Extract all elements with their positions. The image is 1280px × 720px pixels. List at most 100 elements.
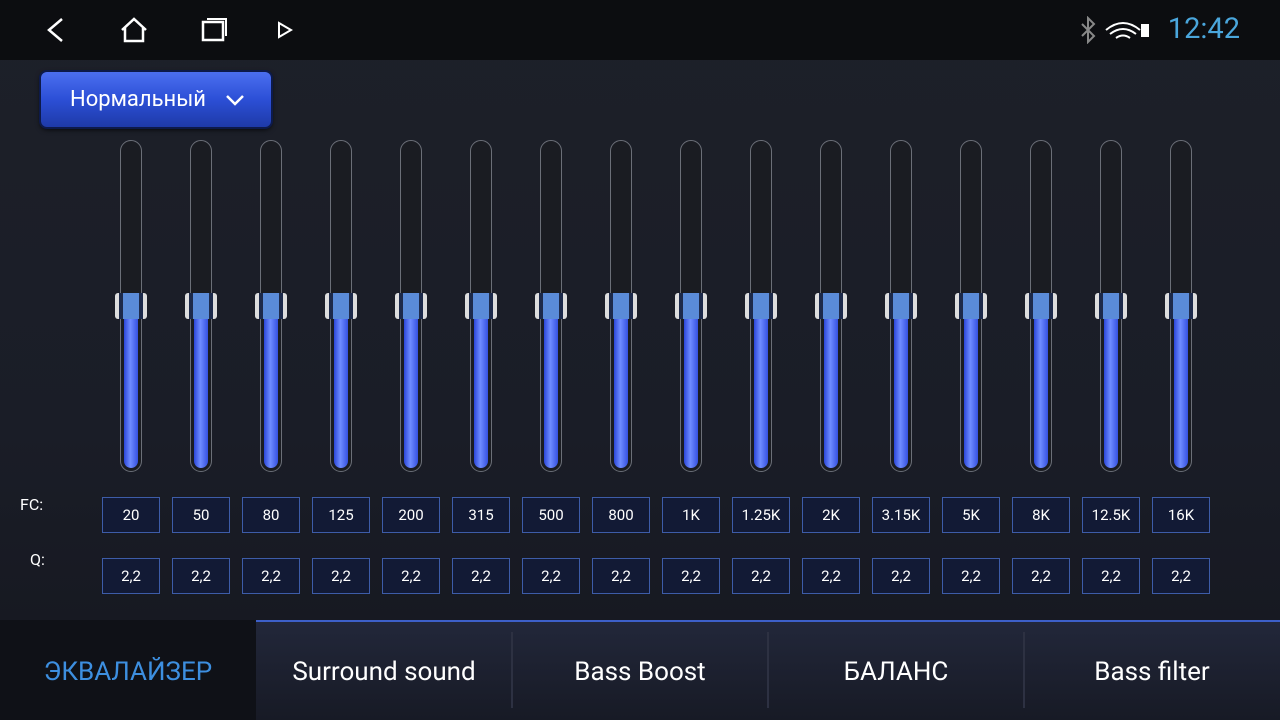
slider-track[interactable] bbox=[675, 140, 707, 472]
preset-dropdown[interactable]: Нормальный bbox=[41, 72, 271, 127]
fc-value[interactable]: 2K bbox=[802, 497, 860, 533]
slider-track[interactable] bbox=[255, 140, 287, 472]
slider-fill bbox=[1104, 306, 1118, 468]
slider-knob[interactable] bbox=[885, 293, 917, 319]
slider-knob[interactable] bbox=[1095, 293, 1127, 319]
slider-knob[interactable] bbox=[675, 293, 707, 319]
slider-knob[interactable] bbox=[465, 293, 497, 319]
fc-value[interactable]: 5K bbox=[942, 497, 1000, 533]
fc-value[interactable]: 20 bbox=[102, 497, 160, 533]
slider-knob[interactable] bbox=[1025, 293, 1057, 319]
fc-value[interactable]: 125 bbox=[312, 497, 370, 533]
tab-divider bbox=[767, 632, 769, 708]
app-icon[interactable] bbox=[278, 21, 293, 39]
q-value[interactable]: 2,2 bbox=[102, 558, 160, 594]
slider-fill bbox=[1034, 306, 1048, 468]
fc-value[interactable]: 200 bbox=[382, 497, 440, 533]
slider-fill bbox=[404, 306, 418, 468]
q-value[interactable]: 2,2 bbox=[172, 558, 230, 594]
slider-fill bbox=[474, 306, 488, 468]
slider-fill bbox=[754, 306, 768, 468]
q-value[interactable]: 2,2 bbox=[522, 558, 580, 594]
fc-value[interactable]: 1.25K bbox=[732, 497, 790, 533]
preset-label: Нормальный bbox=[70, 87, 207, 112]
fc-value[interactable]: 80 bbox=[242, 497, 300, 533]
recents-icon[interactable] bbox=[201, 20, 225, 42]
slider-knob[interactable] bbox=[815, 293, 847, 319]
q-value[interactable]: 2,2 bbox=[802, 558, 860, 594]
slider-track[interactable] bbox=[115, 140, 147, 472]
fc-value[interactable]: 1K bbox=[662, 497, 720, 533]
fc-value[interactable]: 500 bbox=[522, 497, 580, 533]
status-bar: 12:42 bbox=[0, 0, 1280, 60]
slider-knob[interactable] bbox=[955, 293, 987, 319]
q-value[interactable]: 2,2 bbox=[872, 558, 930, 594]
slider-track[interactable] bbox=[185, 140, 217, 472]
slider-knob[interactable] bbox=[255, 293, 287, 319]
fc-value[interactable]: 315 bbox=[452, 497, 510, 533]
q-value[interactable]: 2,2 bbox=[452, 558, 510, 594]
slider-fill bbox=[894, 306, 908, 468]
clock: 12:42 bbox=[1167, 12, 1240, 46]
slider-fill bbox=[334, 306, 348, 468]
home-icon[interactable] bbox=[121, 17, 147, 43]
slider-knob[interactable] bbox=[325, 293, 357, 319]
slider-fill bbox=[614, 306, 628, 468]
slider-fill bbox=[964, 306, 978, 468]
slider-track[interactable] bbox=[535, 140, 567, 472]
slider-fill bbox=[264, 306, 278, 468]
q-value[interactable]: 2,2 bbox=[312, 558, 370, 594]
slider-fill bbox=[1174, 306, 1188, 468]
fc-value[interactable]: 16K bbox=[1152, 497, 1210, 533]
q-value[interactable]: 2,2 bbox=[382, 558, 440, 594]
fc-value[interactable]: 8K bbox=[1012, 497, 1070, 533]
slider-fill bbox=[684, 306, 698, 468]
tab[interactable]: Surround sound bbox=[256, 620, 512, 720]
fc-value[interactable]: 12.5K bbox=[1082, 497, 1140, 533]
q-value[interactable]: 2,2 bbox=[732, 558, 790, 594]
tab-divider bbox=[511, 632, 513, 708]
slider-track[interactable] bbox=[325, 140, 357, 472]
tab[interactable]: БАЛАНС bbox=[768, 620, 1024, 720]
tab[interactable]: ЭКВАЛАЙЗЕР bbox=[0, 620, 256, 720]
tab[interactable]: Bass filter bbox=[1024, 620, 1280, 720]
q-value[interactable]: 2,2 bbox=[942, 558, 1000, 594]
slider-track[interactable] bbox=[1095, 140, 1127, 472]
tab[interactable]: Bass Boost bbox=[512, 620, 768, 720]
slider-track[interactable] bbox=[1165, 140, 1197, 472]
slider-knob[interactable] bbox=[1165, 293, 1197, 319]
slider-knob[interactable] bbox=[745, 293, 777, 319]
fc-value[interactable]: 50 bbox=[172, 497, 230, 533]
slider-fill bbox=[194, 306, 208, 468]
slider-track[interactable] bbox=[745, 140, 777, 472]
slider-knob[interactable] bbox=[115, 293, 147, 319]
q-label: Q: bbox=[30, 550, 45, 569]
slider-knob[interactable] bbox=[395, 293, 427, 319]
q-value[interactable]: 2,2 bbox=[242, 558, 300, 594]
back-icon[interactable] bbox=[47, 18, 63, 42]
chevron bbox=[225, 72, 245, 148]
slider-track[interactable] bbox=[885, 140, 917, 472]
fc-value[interactable]: 3.15K bbox=[872, 497, 930, 533]
slider-knob[interactable] bbox=[605, 293, 637, 319]
q-value[interactable]: 2,2 bbox=[592, 558, 650, 594]
fc-label: FC: bbox=[20, 495, 44, 514]
slider-track[interactable] bbox=[605, 140, 637, 472]
tab-bar: ЭКВАЛАЙЗЕР Surround sound Bass Boost БАЛАНС… bbox=[0, 620, 1280, 720]
slider-knob[interactable] bbox=[185, 293, 217, 319]
slider-track[interactable] bbox=[465, 140, 497, 472]
q-value[interactable]: 2,2 bbox=[662, 558, 720, 594]
status-icons bbox=[1081, 16, 1149, 44]
slider-track[interactable] bbox=[395, 140, 427, 472]
fc-value[interactable]: 800 bbox=[592, 497, 650, 533]
q-value[interactable]: 2,2 bbox=[1012, 558, 1070, 594]
slider-knob[interactable] bbox=[535, 293, 567, 319]
tab-divider bbox=[1023, 632, 1025, 708]
slider-fill bbox=[544, 306, 558, 468]
slider-track[interactable] bbox=[815, 140, 847, 472]
slider-track[interactable] bbox=[955, 140, 987, 472]
q-value[interactable]: 2,2 bbox=[1152, 558, 1210, 594]
slider-track[interactable] bbox=[1025, 140, 1057, 472]
q-value[interactable]: 2,2 bbox=[1082, 558, 1140, 594]
